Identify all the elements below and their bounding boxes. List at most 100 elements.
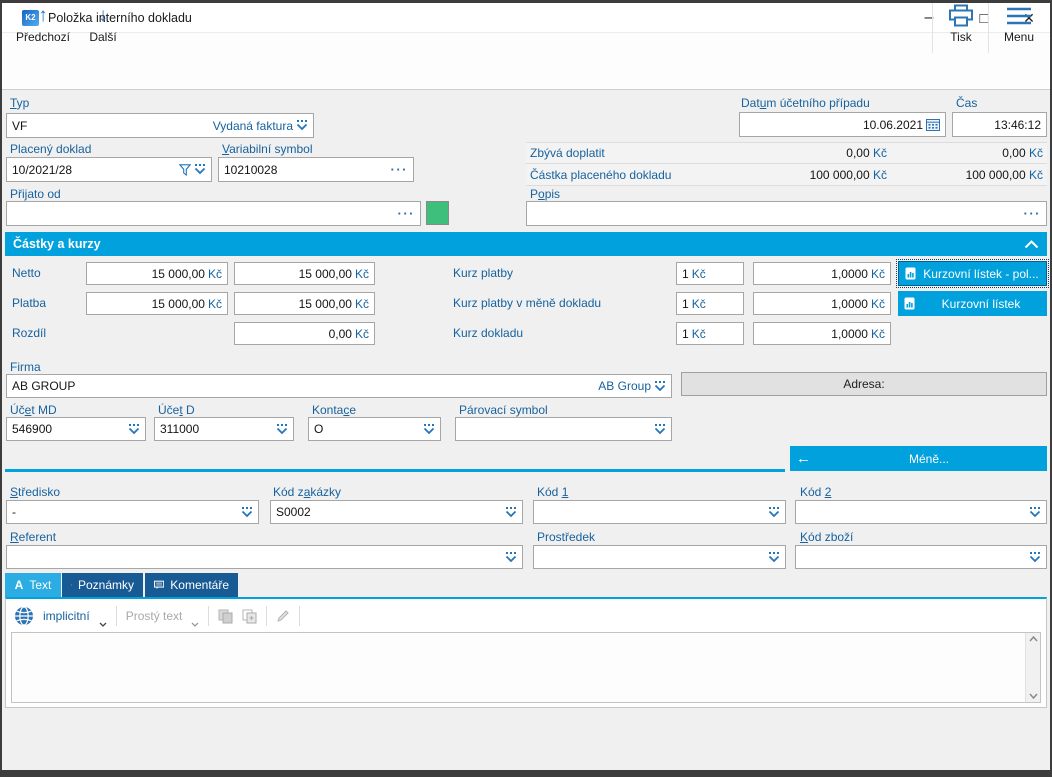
ellipsis-button[interactable]: ··· bbox=[397, 205, 415, 221]
popis-field[interactable]: ··· bbox=[526, 201, 1047, 226]
kurzovni-listek-pol-button[interactable]: Kurzovní lístek - pol... bbox=[896, 259, 1049, 288]
castky-section-header: Částky a kurzy bbox=[5, 232, 1047, 256]
platba-field-1[interactable]: 15 000,00 Kč bbox=[86, 292, 228, 315]
stredisko-field[interactable]: - bbox=[6, 500, 259, 524]
format-selector[interactable]: Prostý text bbox=[125, 609, 183, 623]
scroll-up-icon[interactable] bbox=[1028, 636, 1038, 642]
rozdil-field[interactable]: 0,00 Kč bbox=[234, 322, 375, 345]
netto-field-1[interactable]: 15 000,00 Kč bbox=[86, 262, 228, 285]
datum-field[interactable]: 10.06.2021 bbox=[739, 112, 946, 137]
scroll-down-icon[interactable] bbox=[1028, 693, 1038, 699]
next-label: Další bbox=[89, 30, 117, 44]
kurz-platby-unit-field[interactable]: 1 Kč bbox=[676, 262, 744, 285]
print-button[interactable]: Tisk bbox=[937, 4, 985, 52]
dropdown-icon[interactable] bbox=[505, 551, 517, 563]
dropdown-icon[interactable] bbox=[768, 551, 780, 563]
dropdown-icon[interactable] bbox=[768, 506, 780, 518]
kurz-dokladu-label: Kurz dokladu bbox=[453, 326, 524, 340]
tab-text[interactable]: A Text bbox=[5, 573, 61, 597]
next-button[interactable]: ↓ Další bbox=[80, 4, 126, 52]
referent-field[interactable] bbox=[6, 545, 523, 569]
arrow-down-icon: ↓ bbox=[98, 5, 108, 26]
kurz-mena-value-field[interactable]: 1,0000 Kč bbox=[753, 292, 891, 315]
prostredek-field[interactable] bbox=[533, 545, 786, 569]
globe-icon[interactable] bbox=[14, 606, 34, 626]
kurz-dokladu-unit-field[interactable]: 1 Kč bbox=[676, 322, 744, 345]
dropdown-icon[interactable] bbox=[276, 423, 288, 435]
tab-poznamky[interactable]: Poznámky bbox=[62, 573, 143, 597]
datum-label: Datum účetního případu bbox=[741, 96, 870, 110]
section-title: Částky a kurzy bbox=[13, 237, 101, 251]
main-toolbar bbox=[2, 33, 1050, 90]
chevron-down-icon[interactable] bbox=[191, 622, 199, 627]
collapse-chevron-icon[interactable] bbox=[1024, 239, 1039, 249]
typ-field[interactable]: VF Vydaná faktura bbox=[6, 113, 314, 138]
cas-field[interactable]: 13:46:12 bbox=[952, 112, 1047, 137]
printer-icon bbox=[949, 4, 973, 27]
editor-separator bbox=[208, 606, 210, 626]
kod-zbozi-field[interactable] bbox=[795, 545, 1047, 569]
text-editor-area[interactable] bbox=[11, 632, 1041, 703]
kontace-field[interactable]: O bbox=[308, 417, 441, 441]
ucet-md-field[interactable]: 546900 bbox=[6, 417, 146, 441]
dropdown-icon[interactable] bbox=[1029, 506, 1041, 518]
rozdil-label: Rozdíl bbox=[12, 326, 47, 340]
menu-button[interactable]: Menu bbox=[994, 4, 1044, 52]
prijato-od-field[interactable]: ··· bbox=[6, 201, 421, 226]
dropdown-icon[interactable] bbox=[654, 380, 666, 392]
variabilni-symbol-field[interactable]: 10210028 ··· bbox=[218, 157, 414, 182]
kod2-label: Kód 2 bbox=[800, 485, 832, 499]
dropdown-icon[interactable] bbox=[128, 423, 140, 435]
parovaci-symbol-label: Párovací symbol bbox=[459, 403, 548, 417]
minimize-button[interactable]: – bbox=[906, 3, 952, 33]
scrollbar[interactable] bbox=[1025, 633, 1040, 702]
status-color-indicator bbox=[426, 201, 449, 225]
typ-label: Typ bbox=[10, 96, 30, 110]
calendar-icon[interactable] bbox=[926, 118, 940, 131]
tab-komentare[interactable]: Komentáře bbox=[145, 573, 238, 597]
tab-komentare-label: Komentáře bbox=[170, 578, 229, 592]
zbyva-doplatit-value-2: 0,00 Kč bbox=[1002, 146, 1043, 160]
editor-separator bbox=[266, 606, 268, 626]
editor-toolbar: implicitní Prostý text bbox=[14, 604, 301, 628]
mene-button[interactable]: ← Méně... bbox=[790, 446, 1047, 471]
window-border-right bbox=[1050, 0, 1052, 777]
ellipsis-button[interactable]: ··· bbox=[390, 161, 408, 177]
kod2-field[interactable] bbox=[795, 500, 1047, 524]
maximize-button[interactable]: □ bbox=[961, 3, 1007, 33]
dropdown-icon[interactable] bbox=[505, 506, 517, 518]
firma-field[interactable]: AB GROUP AB Group bbox=[6, 374, 672, 398]
filter-icon[interactable] bbox=[179, 163, 191, 176]
castka-placeneho-value-2: 100 000,00 Kč bbox=[965, 168, 1043, 182]
copy-add-icon[interactable] bbox=[242, 609, 257, 624]
copy-icon[interactable] bbox=[218, 609, 233, 624]
kurz-mena-unit-field[interactable]: 1 Kč bbox=[676, 292, 744, 315]
chevron-down-icon[interactable] bbox=[99, 622, 107, 627]
menu-label: Menu bbox=[1003, 30, 1035, 44]
pencil-icon[interactable] bbox=[276, 609, 290, 623]
language-selector[interactable]: implicitní bbox=[43, 609, 90, 623]
kod-zakazky-field[interactable]: S0002 bbox=[270, 500, 523, 524]
dropdown-icon[interactable] bbox=[194, 164, 206, 175]
dropdown-icon[interactable] bbox=[423, 423, 435, 435]
dropdown-icon[interactable] bbox=[296, 120, 308, 131]
placeny-doklad-field[interactable]: 10/2021/28 bbox=[6, 157, 212, 182]
kod1-field[interactable] bbox=[533, 500, 786, 524]
platba-field-2[interactable]: 15 000,00 Kč bbox=[234, 292, 375, 315]
dropdown-icon[interactable] bbox=[241, 506, 253, 518]
dropdown-icon[interactable] bbox=[1029, 551, 1041, 563]
ellipsis-button[interactable]: ··· bbox=[1023, 205, 1041, 221]
document-icon bbox=[904, 297, 915, 310]
previous-label: Předchozí bbox=[15, 30, 71, 44]
netto-field-2[interactable]: 15 000,00 Kč bbox=[234, 262, 375, 285]
close-button[interactable]: ✕ bbox=[1008, 3, 1050, 33]
kurz-platby-value-field[interactable]: 1,0000 Kč bbox=[753, 262, 891, 285]
previous-button[interactable]: ↑ Předchozí bbox=[12, 4, 74, 52]
kurzovni-listek-button[interactable]: Kurzovní lístek bbox=[898, 291, 1047, 316]
ucet-d-field[interactable]: 311000 bbox=[154, 417, 294, 441]
kurz-platby-mena-label: Kurz platby v měně dokladu bbox=[453, 296, 602, 310]
dropdown-icon[interactable] bbox=[654, 423, 666, 435]
kurz-dokladu-value-field[interactable]: 1,0000 Kč bbox=[753, 322, 891, 345]
parovaci-symbol-field[interactable] bbox=[455, 417, 672, 441]
kurzovni-listek-pol-label: Kurzovní lístek - pol... bbox=[923, 266, 1039, 281]
